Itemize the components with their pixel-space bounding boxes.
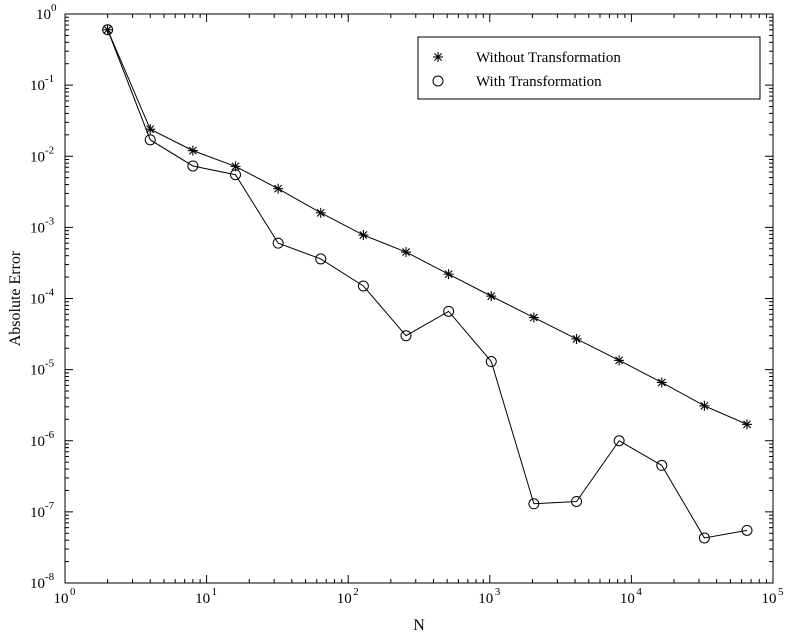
x-tick-label: 10 1 <box>195 586 217 607</box>
x-tick-label: 10 0 <box>54 586 77 607</box>
with-transformation-point <box>443 305 455 317</box>
with-transformation-point <box>698 532 710 544</box>
without-transformation-point <box>486 291 497 302</box>
without-transformation-point <box>699 400 710 411</box>
with-transformation-point <box>613 435 625 447</box>
with-transformation-point <box>741 524 753 536</box>
x-tick-base: 10 <box>337 591 352 607</box>
y-tick-base: 10 <box>30 292 45 308</box>
y-tick-label: 10 -1 <box>30 73 54 94</box>
x-tick-base: 10 <box>478 591 493 607</box>
x-tick-base: 10 <box>195 591 210 607</box>
y-tick-exponent: 0 <box>51 2 57 14</box>
y-tick-exponent: -6 <box>45 429 55 441</box>
y-tick-label: 10 -3 <box>30 215 55 236</box>
with-transformation-point <box>528 498 540 510</box>
y-tick-exponent: -5 <box>45 358 55 370</box>
y-tick-label: 10 -4 <box>30 287 55 308</box>
without-transformation-point <box>315 207 326 218</box>
with-transformation-point <box>656 459 668 471</box>
with-transformation-point <box>315 253 327 265</box>
y-tick-base: 10 <box>30 78 45 94</box>
y-tick-label: 10 -5 <box>30 358 55 379</box>
with-transformation-point <box>272 237 284 249</box>
y-tick-base: 10 <box>30 149 45 165</box>
x-tick-base: 10 <box>54 591 69 607</box>
x-tick-exponent: 3 <box>495 586 501 598</box>
without-transformation-line <box>107 29 748 425</box>
without-transformation-point <box>358 230 369 241</box>
y-tick-exponent: -7 <box>45 500 55 512</box>
y-tick-label: 10 0 <box>36 2 57 23</box>
without-transformation-point <box>614 355 625 366</box>
x-tick-label: 10 2 <box>337 586 359 607</box>
without-transformation-point <box>443 269 454 280</box>
y-tick-base: 10 <box>36 7 51 23</box>
y-tick-exponent: -4 <box>45 287 55 299</box>
y-tick-exponent: -3 <box>45 215 55 227</box>
with-transformation-point <box>400 330 412 342</box>
y-tick-label: 10 -6 <box>30 429 55 450</box>
x-tick-base: 10 <box>620 591 635 607</box>
x-tick-exponent: 4 <box>636 586 642 598</box>
x-tick-label: 10 3 <box>478 586 501 607</box>
y-tick-exponent: -1 <box>45 73 54 85</box>
with-transformation-line <box>107 29 748 539</box>
y-tick-base: 10 <box>30 505 45 521</box>
legend-marker <box>432 75 444 87</box>
without-transformation-point <box>145 124 156 135</box>
y-axis-label: Absolute Error <box>7 250 24 346</box>
y-tick-label: 10 -2 <box>30 144 54 165</box>
without-transformation-point <box>571 333 582 344</box>
legend: Without Transformation With Transformatio… <box>417 36 761 100</box>
with-transformation-point <box>485 356 497 368</box>
x-tick-label: 10 4 <box>620 586 643 607</box>
y-tick-base: 10 <box>30 220 45 236</box>
y-tick-label: 10 -7 <box>30 500 55 521</box>
y-tick-label: 10 -8 <box>30 571 55 592</box>
legend-label: With Transformation <box>476 74 602 90</box>
x-tick-exponent: 1 <box>212 586 218 598</box>
with-transformation-point <box>102 24 114 36</box>
x-tick-exponent: 0 <box>70 586 76 598</box>
without-transformation-point <box>401 247 412 258</box>
with-transformation-point <box>144 134 156 146</box>
y-tick-exponent: -8 <box>45 571 55 583</box>
without-transformation-point <box>528 312 539 323</box>
y-tick-exponent: -2 <box>45 144 54 156</box>
with-transformation-point <box>230 169 242 181</box>
x-tick-exponent: 2 <box>353 586 359 598</box>
with-transformation-point <box>357 280 369 292</box>
x-tick-exponent: 5 <box>778 586 784 598</box>
legend-box <box>417 36 761 100</box>
without-transformation-point <box>656 377 667 388</box>
without-transformation-point <box>273 183 284 194</box>
y-tick-base: 10 <box>30 434 45 450</box>
with-transformation-point <box>187 160 199 172</box>
without-transformation-point <box>187 145 198 156</box>
y-tick-base: 10 <box>30 576 45 592</box>
x-tick-label: 10 5 <box>762 586 785 607</box>
with-transformation-point <box>571 495 583 507</box>
without-transformation-point <box>742 419 753 430</box>
without-transformation-point <box>102 24 113 35</box>
legend-label: Without Transformation <box>476 50 621 66</box>
x-axis-label: N <box>413 617 425 634</box>
legend-marker <box>433 52 443 62</box>
y-tick-base: 10 <box>30 363 45 379</box>
x-tick-base: 10 <box>762 591 777 607</box>
